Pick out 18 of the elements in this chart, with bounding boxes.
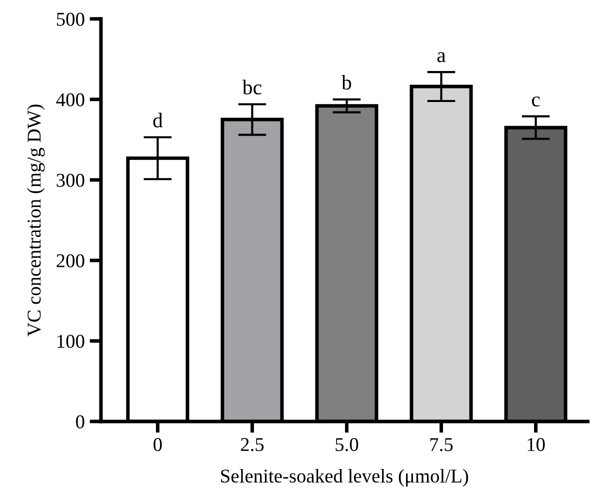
x-tick-label: 0	[154, 438, 162, 452]
annotation: c	[532, 96, 540, 107]
y-tick-label: 0	[76, 415, 84, 428]
x-tick-label: 10	[528, 438, 545, 452]
y-tick-label: 500	[56, 12, 84, 26]
annotation: d	[153, 112, 163, 128]
y-tick-label: 200	[56, 254, 84, 268]
x-axis-title: Selenite-soaked levels (μmol/L)	[221, 468, 468, 487]
annotation: a	[437, 52, 446, 62]
y-tick-label: 100	[58, 334, 84, 348]
y-tick-label: 400	[56, 93, 84, 106]
y-tick-label: 300	[56, 174, 84, 187]
x-tick-label: 7.5	[430, 438, 453, 452]
x-tick-label: 5.0	[336, 438, 358, 452]
annotation: b	[342, 74, 352, 90]
annotation: bc	[242, 80, 262, 94]
x-tick-label: 2.5	[240, 438, 264, 452]
y-axis-title: VC concentration (mg/g DW)	[27, 104, 45, 336]
